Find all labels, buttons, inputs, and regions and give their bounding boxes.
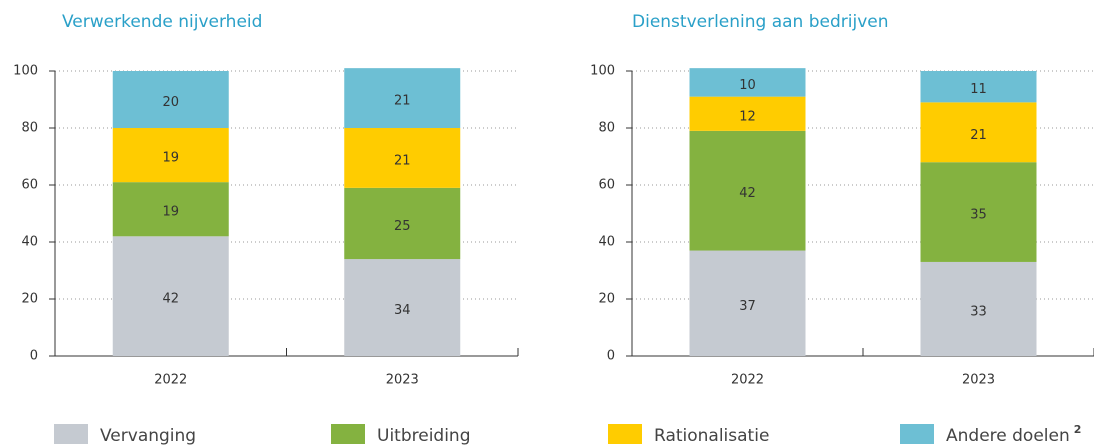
data-label: 21 <box>970 128 987 143</box>
bar-segment <box>689 130 806 251</box>
y-tick-label: 0 <box>607 349 615 364</box>
bar-segment <box>920 71 1037 103</box>
legend-item: Andere doelen 2 <box>900 423 1081 446</box>
data-label: 35 <box>970 208 987 223</box>
x-tick-label: 2022 <box>731 373 764 388</box>
bar-segment <box>344 259 461 356</box>
legend-item: Rationalisatie <box>608 424 769 446</box>
bar-segment <box>920 261 1037 356</box>
y-tick-label: 0 <box>30 349 38 364</box>
bar-segment <box>920 162 1037 262</box>
legend-swatch <box>608 424 642 444</box>
y-tick-label: 100 <box>13 64 38 79</box>
data-label: 10 <box>739 78 756 93</box>
bar-segment <box>689 96 806 131</box>
bar-segment <box>344 187 461 260</box>
bar-segment <box>920 102 1037 163</box>
y-tick-label: 60 <box>21 178 38 193</box>
legend-swatch <box>54 424 88 444</box>
bar-segment <box>112 236 229 356</box>
x-tick-label: 2023 <box>962 373 995 388</box>
chart-title: Verwerkende nijverheid <box>62 12 262 32</box>
legend-label: Vervanging <box>100 426 196 446</box>
y-tick-label: 40 <box>21 235 38 250</box>
y-tick-label: 20 <box>21 292 38 307</box>
legend-swatch <box>900 424 934 444</box>
legend-label: Uitbreiding <box>377 426 471 446</box>
bar-segment <box>112 128 229 183</box>
bar-segment <box>112 182 229 237</box>
x-tick-label: 2023 <box>386 373 419 388</box>
legend-footnote: 2 <box>1074 423 1082 436</box>
y-tick-label: 100 <box>590 64 615 79</box>
data-label: 33 <box>970 304 987 319</box>
data-label: 42 <box>162 292 179 307</box>
data-label: 42 <box>739 186 756 201</box>
chart-title: Dienstverlening aan bedrijven <box>632 12 889 32</box>
data-label: 37 <box>739 299 756 314</box>
legend-label: Andere doelen 2 <box>946 423 1081 446</box>
y-tick-label: 80 <box>598 121 615 136</box>
data-label: 21 <box>394 153 411 168</box>
y-tick-label: 40 <box>598 235 615 250</box>
bar-segment <box>689 68 806 97</box>
bar-segment <box>344 68 461 128</box>
data-label: 12 <box>739 109 756 124</box>
bar-segment <box>112 71 229 128</box>
y-tick-label: 20 <box>598 292 615 307</box>
y-tick-label: 60 <box>598 178 615 193</box>
bar-segment <box>689 250 806 356</box>
bar-segment <box>344 128 461 188</box>
data-label: 34 <box>394 303 411 318</box>
data-label: 25 <box>394 219 411 234</box>
legend-item: Vervanging <box>54 424 196 446</box>
legend-label: Rationalisatie <box>654 426 769 446</box>
x-tick-label: 2022 <box>154 373 187 388</box>
y-tick-label: 80 <box>21 121 38 136</box>
data-label: 19 <box>162 151 179 166</box>
data-label: 11 <box>970 82 987 97</box>
legend-swatch <box>331 424 365 444</box>
data-label: 19 <box>162 205 179 220</box>
data-label: 20 <box>162 95 179 110</box>
legend-item: Uitbreiding <box>331 424 471 446</box>
data-label: 21 <box>394 94 411 109</box>
